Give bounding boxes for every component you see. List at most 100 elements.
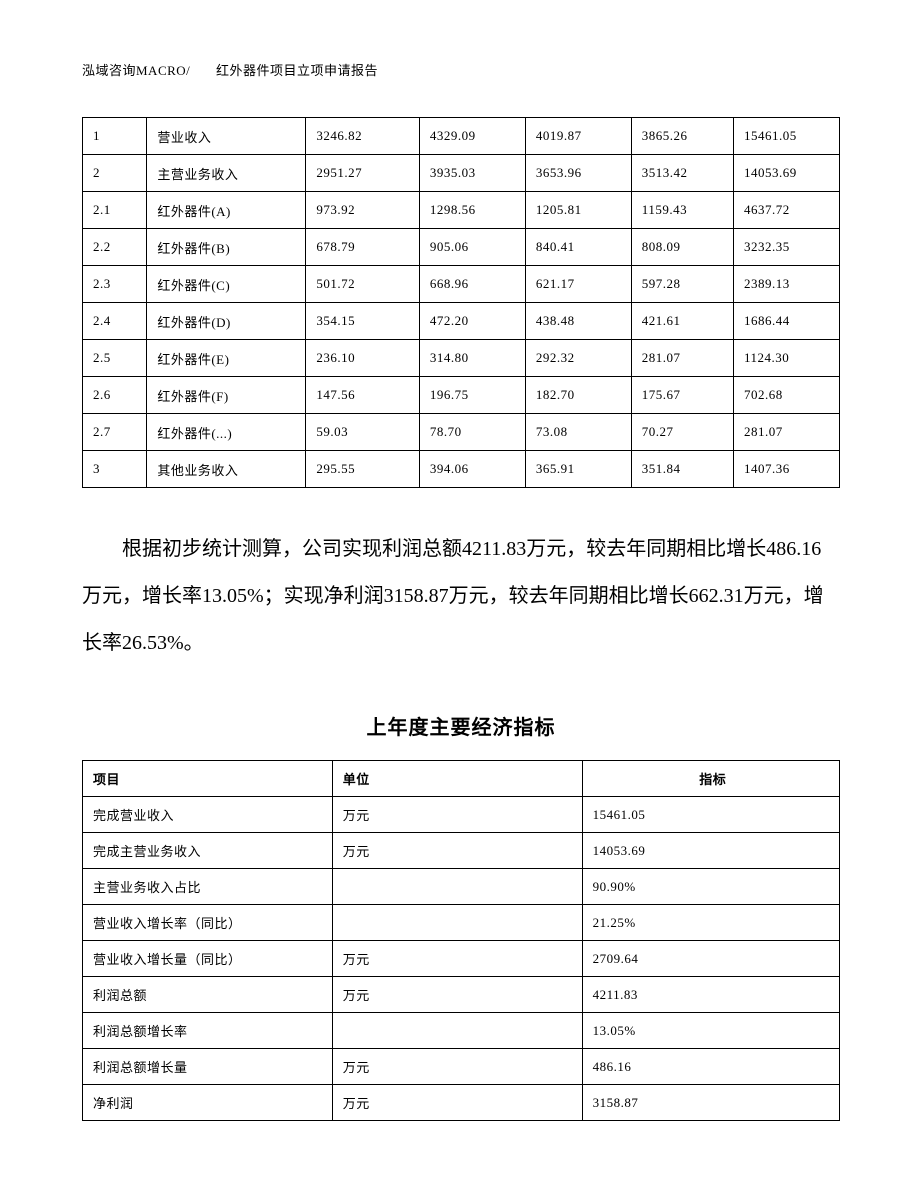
table-cell: 1124.30 — [733, 340, 839, 377]
table-cell: 2709.64 — [582, 941, 839, 977]
table-cell: 78.70 — [419, 414, 525, 451]
table-cell: 红外器件(C) — [147, 266, 306, 303]
table-cell: 14053.69 — [582, 833, 839, 869]
table-cell: 2.2 — [83, 229, 147, 266]
table-cell: 3935.03 — [419, 155, 525, 192]
table-cell: 2.5 — [83, 340, 147, 377]
table-cell: 3232.35 — [733, 229, 839, 266]
table-row: 完成营业收入万元15461.05 — [83, 797, 840, 833]
th-unit: 单位 — [332, 761, 582, 797]
table-cell: 3158.87 — [582, 1085, 839, 1121]
table-row: 2.5红外器件(E)236.10314.80292.32281.071124.3… — [83, 340, 840, 377]
table-cell: 完成主营业务收入 — [83, 833, 333, 869]
table-cell: 4019.87 — [525, 118, 631, 155]
table-cell: 主营业务收入占比 — [83, 869, 333, 905]
summary-paragraph: 根据初步统计测算，公司实现利润总额4211.83万元，较去年同期相比增长486.… — [82, 526, 840, 667]
table-cell: 501.72 — [306, 266, 420, 303]
table-cell: 3653.96 — [525, 155, 631, 192]
table-cell: 668.96 — [419, 266, 525, 303]
table-cell — [332, 1013, 582, 1049]
table-cell: 1205.81 — [525, 192, 631, 229]
table-row: 2.7红外器件(...)59.0378.7073.0870.27281.07 — [83, 414, 840, 451]
table-cell: 营业收入增长量（同比） — [83, 941, 333, 977]
table-cell: 295.55 — [306, 451, 420, 488]
table-cell: 182.70 — [525, 377, 631, 414]
table-cell: 2 — [83, 155, 147, 192]
table-cell: 21.25% — [582, 905, 839, 941]
header-title: 红外器件项目立项申请报告 — [216, 63, 378, 78]
table-cell: 2951.27 — [306, 155, 420, 192]
table-row: 营业收入增长量（同比）万元2709.64 — [83, 941, 840, 977]
table-row: 2.4红外器件(D)354.15472.20438.48421.611686.4… — [83, 303, 840, 340]
table-cell: 196.75 — [419, 377, 525, 414]
table-cell: 利润总额增长量 — [83, 1049, 333, 1085]
table-row: 2主营业务收入2951.273935.033653.963513.4214053… — [83, 155, 840, 192]
table-cell: 万元 — [332, 833, 582, 869]
table-cell: 365.91 — [525, 451, 631, 488]
table-cell: 2.4 — [83, 303, 147, 340]
table-cell: 3513.42 — [631, 155, 733, 192]
table-cell: 1407.36 — [733, 451, 839, 488]
table-cell: 15461.05 — [582, 797, 839, 833]
table-row: 2.2红外器件(B)678.79905.06840.41808.093232.3… — [83, 229, 840, 266]
table-cell: 14053.69 — [733, 155, 839, 192]
table-cell: 万元 — [332, 1085, 582, 1121]
th-project: 项目 — [83, 761, 333, 797]
table-cell: 2.3 — [83, 266, 147, 303]
table-cell: 973.92 — [306, 192, 420, 229]
table-cell: 314.80 — [419, 340, 525, 377]
table-row: 2.3红外器件(C)501.72668.96621.17597.282389.1… — [83, 266, 840, 303]
table-cell: 万元 — [332, 797, 582, 833]
table-cell: 840.41 — [525, 229, 631, 266]
table-cell: 2.6 — [83, 377, 147, 414]
table-cell: 147.56 — [306, 377, 420, 414]
table-cell: 红外器件(...) — [147, 414, 306, 451]
table-cell: 2.1 — [83, 192, 147, 229]
table-header-row: 项目 单位 指标 — [83, 761, 840, 797]
table-cell: 905.06 — [419, 229, 525, 266]
table-cell: 281.07 — [631, 340, 733, 377]
table-cell: 15461.05 — [733, 118, 839, 155]
table-cell: 3 — [83, 451, 147, 488]
table-cell: 红外器件(E) — [147, 340, 306, 377]
economic-indicators-table: 项目 单位 指标 完成营业收入万元15461.05完成主营业务收入万元14053… — [82, 760, 840, 1121]
table-row: 主营业务收入占比 90.90% — [83, 869, 840, 905]
table-cell: 营业收入 — [147, 118, 306, 155]
table-cell: 236.10 — [306, 340, 420, 377]
table-cell: 红外器件(D) — [147, 303, 306, 340]
table-cell: 其他业务收入 — [147, 451, 306, 488]
table-cell: 万元 — [332, 977, 582, 1013]
table-cell: 59.03 — [306, 414, 420, 451]
table-cell: 完成营业收入 — [83, 797, 333, 833]
table-cell: 486.16 — [582, 1049, 839, 1085]
table-cell: 红外器件(A) — [147, 192, 306, 229]
table-cell: 2389.13 — [733, 266, 839, 303]
table-cell: 4329.09 — [419, 118, 525, 155]
table-cell: 万元 — [332, 941, 582, 977]
table-cell: 175.67 — [631, 377, 733, 414]
table-cell: 73.08 — [525, 414, 631, 451]
table-cell: 394.06 — [419, 451, 525, 488]
table-row: 2.1红外器件(A)973.921298.561205.811159.43463… — [83, 192, 840, 229]
table-cell: 1159.43 — [631, 192, 733, 229]
table-cell: 472.20 — [419, 303, 525, 340]
table-cell: 351.84 — [631, 451, 733, 488]
table-row: 1营业收入3246.824329.094019.873865.2615461.0… — [83, 118, 840, 155]
table-cell: 利润总额增长率 — [83, 1013, 333, 1049]
table-row: 利润总额增长率13.05% — [83, 1013, 840, 1049]
table-cell: 702.68 — [733, 377, 839, 414]
table-cell: 281.07 — [733, 414, 839, 451]
table-cell: 3865.26 — [631, 118, 733, 155]
table-cell: 3246.82 — [306, 118, 420, 155]
table-cell: 808.09 — [631, 229, 733, 266]
table-cell: 292.32 — [525, 340, 631, 377]
table-cell: 4211.83 — [582, 977, 839, 1013]
table-cell: 红外器件(B) — [147, 229, 306, 266]
table-row: 3其他业务收入295.55394.06365.91351.841407.36 — [83, 451, 840, 488]
table-cell: 90.90% — [582, 869, 839, 905]
table-cell — [332, 905, 582, 941]
table-row: 净利润万元3158.87 — [83, 1085, 840, 1121]
table-cell: 1 — [83, 118, 147, 155]
table-cell: 主营业务收入 — [147, 155, 306, 192]
table-cell: 4637.72 — [733, 192, 839, 229]
